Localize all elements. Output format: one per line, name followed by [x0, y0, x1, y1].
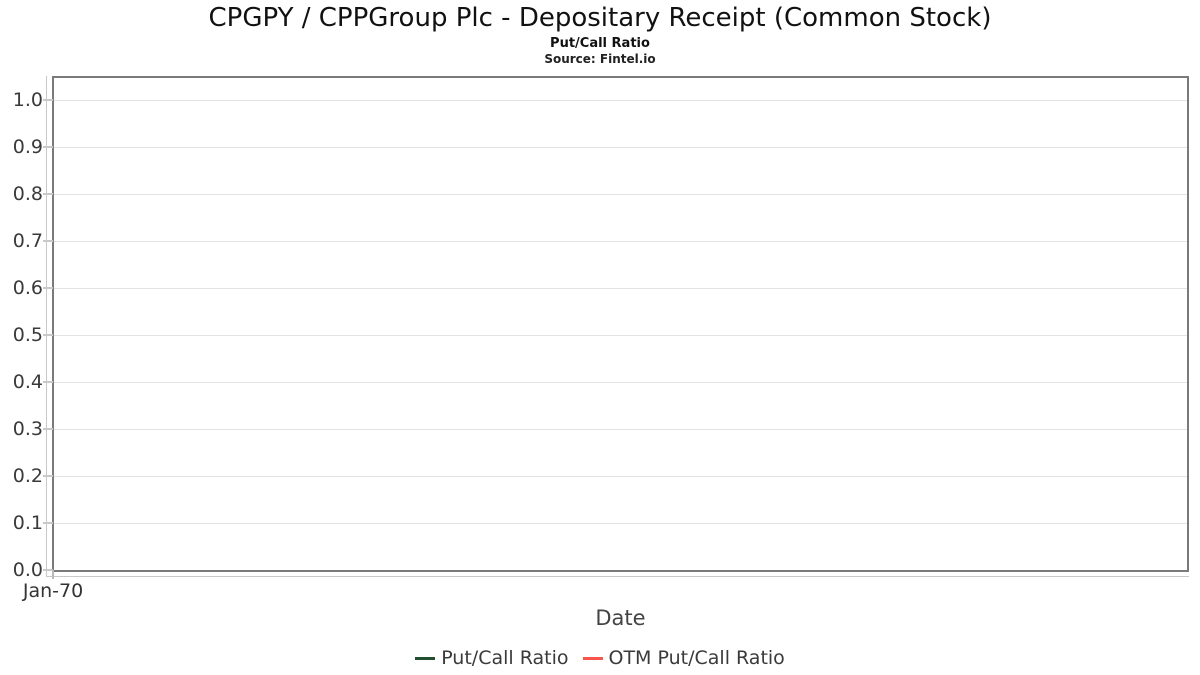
y-axis-tick-label: 0.3: [12, 418, 43, 440]
gridline: [54, 429, 1187, 430]
y-axis-tick-label: 0.9: [12, 136, 43, 158]
y-axis-tick: [43, 193, 53, 195]
gridline: [54, 335, 1187, 336]
gridline: [54, 241, 1187, 242]
x-axis-tick-label: Jan-70: [22, 580, 84, 602]
plot-area: [52, 76, 1189, 572]
chart-source: Source: Fintel.io: [544, 52, 656, 66]
gridline: [54, 194, 1187, 195]
legend-series-line-icon: [415, 656, 436, 660]
gridline: [54, 476, 1187, 477]
y-axis-tick: [43, 569, 53, 571]
y-axis-tick: [43, 287, 53, 289]
y-axis-tick-label: 1.0: [12, 89, 43, 111]
legend-item-label: Put/Call Ratio: [441, 647, 569, 669]
gridline: [54, 288, 1187, 289]
y-axis-tick: [43, 334, 53, 336]
y-axis-tick: [43, 146, 53, 148]
y-axis-tick-label: 0.8: [12, 183, 43, 205]
y-axis-tick-label: 0.1: [12, 512, 43, 534]
x-axis-title: Date: [595, 606, 646, 630]
y-axis-tick: [43, 522, 53, 524]
y-axis-tick: [43, 240, 53, 242]
legend-item[interactable]: OTM Put/Call Ratio: [582, 645, 785, 671]
gridline: [54, 147, 1187, 148]
legend: Put/Call Ratio OTM Put/Call Ratio: [0, 645, 1200, 671]
y-axis-tick: [43, 381, 53, 383]
y-axis-tick-label: 0.5: [12, 324, 43, 346]
gridline: [54, 523, 1187, 524]
x-axis-tick: [52, 570, 54, 579]
gridline: [54, 382, 1187, 383]
chart-title: CPGPY / CPPGroup Plc - Depositary Receip…: [208, 3, 992, 33]
x-axis-line: [46, 576, 1189, 577]
gridline: [54, 100, 1187, 101]
y-axis-line: [46, 76, 47, 576]
legend-item[interactable]: Put/Call Ratio: [415, 645, 569, 671]
legend-series-line-icon: [582, 656, 603, 660]
y-axis-tick-label: 0.4: [12, 371, 43, 393]
y-axis-tick-label: 0.6: [12, 277, 43, 299]
y-axis-tick-label: 0.0: [12, 559, 43, 581]
y-axis-tick-label: 0.2: [12, 465, 43, 487]
y-axis-tick-label: 0.7: [12, 230, 43, 252]
y-axis-tick: [43, 475, 53, 477]
chart-subtitle: Put/Call Ratio: [550, 36, 650, 51]
y-axis-tick: [43, 428, 53, 430]
legend-item-label: OTM Put/Call Ratio: [608, 647, 785, 669]
y-axis-tick: [43, 99, 53, 101]
